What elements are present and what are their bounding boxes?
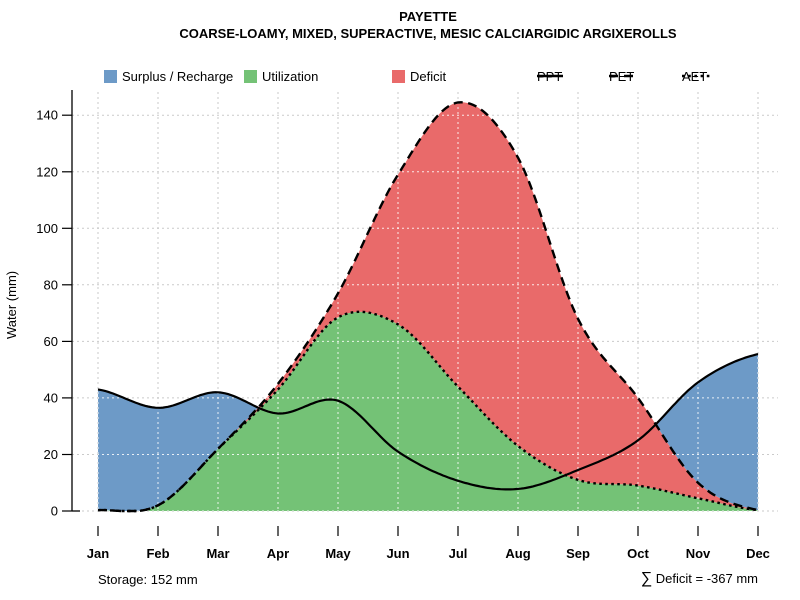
page-title: PAYETTE <box>399 9 457 24</box>
y-axis: 0 20 40 60 80 100 120 140 <box>36 90 80 519</box>
svg-text:140: 140 <box>36 108 58 123</box>
svg-text:0: 0 <box>51 504 58 519</box>
ppt-line <box>97 353 759 491</box>
legend-label-surplus: Surplus / Recharge <box>122 69 234 84</box>
surplus-area <box>655 354 758 511</box>
pet-line <box>97 101 759 513</box>
storage-note: Storage: 152 mm <box>98 572 198 587</box>
page-subtitle: COARSE-LOAMY, MIXED, SUPERACTIVE, MESIC … <box>179 26 677 41</box>
utilization-area <box>98 311 758 511</box>
svg-text:Jul: Jul <box>449 546 468 561</box>
svg-text:Jun: Jun <box>386 546 409 561</box>
svg-text:Jan: Jan <box>87 546 109 561</box>
dashed-line-icon <box>609 74 635 78</box>
svg-text:100: 100 <box>36 221 58 236</box>
svg-text:80: 80 <box>44 277 58 292</box>
legend-item-ppt: PPT <box>537 69 563 84</box>
utilization-swatch-icon <box>244 70 257 83</box>
aet-line <box>97 310 759 513</box>
deficit-swatch-icon <box>392 70 405 83</box>
svg-text:May: May <box>325 546 351 561</box>
curves <box>97 101 759 513</box>
svg-text:60: 60 <box>44 334 58 349</box>
svg-text:Feb: Feb <box>146 546 169 561</box>
x-axis: Jan Feb Mar Apr May Jun Jul Aug Sep Oct Nov Dec <box>87 526 770 561</box>
svg-text:120: 120 <box>36 164 58 179</box>
legend-item-utilization: Utilization <box>244 69 318 84</box>
fill-areas <box>98 102 758 512</box>
dotted-line-icon <box>682 74 710 78</box>
svg-text:Nov: Nov <box>686 546 711 561</box>
surplus-swatch-icon <box>104 70 117 83</box>
deficit-note-text: Deficit = -367 mm <box>652 571 758 586</box>
solid-line-icon <box>537 74 563 78</box>
deficit-note: ∑ Deficit = -367 mm <box>641 570 758 588</box>
deficit-area <box>98 102 758 512</box>
legend-item-deficit: Deficit <box>392 69 446 84</box>
y-axis-title: Water (mm) <box>4 270 19 340</box>
legend-item-surplus: Surplus / Recharge <box>104 69 233 84</box>
sigma-icon: ∑ <box>640 570 653 587</box>
svg-text:20: 20 <box>44 447 58 462</box>
svg-text:Dec: Dec <box>746 546 770 561</box>
svg-text:Sep: Sep <box>566 546 590 561</box>
legend-label-pet: PET <box>609 69 635 84</box>
svg-text:Oct: Oct <box>627 546 649 561</box>
svg-text:Apr: Apr <box>267 546 289 561</box>
surplus-area <box>98 389 259 511</box>
svg-text:Mar: Mar <box>206 546 229 561</box>
legend-label-utilization: Utilization <box>262 69 319 84</box>
legend-item-aet: AET <box>682 69 710 84</box>
svg-text:40: 40 <box>44 390 58 405</box>
legend-item-pet: PET <box>609 69 635 84</box>
svg-text:Aug: Aug <box>505 546 530 561</box>
legend-label-deficit: Deficit <box>410 69 447 84</box>
